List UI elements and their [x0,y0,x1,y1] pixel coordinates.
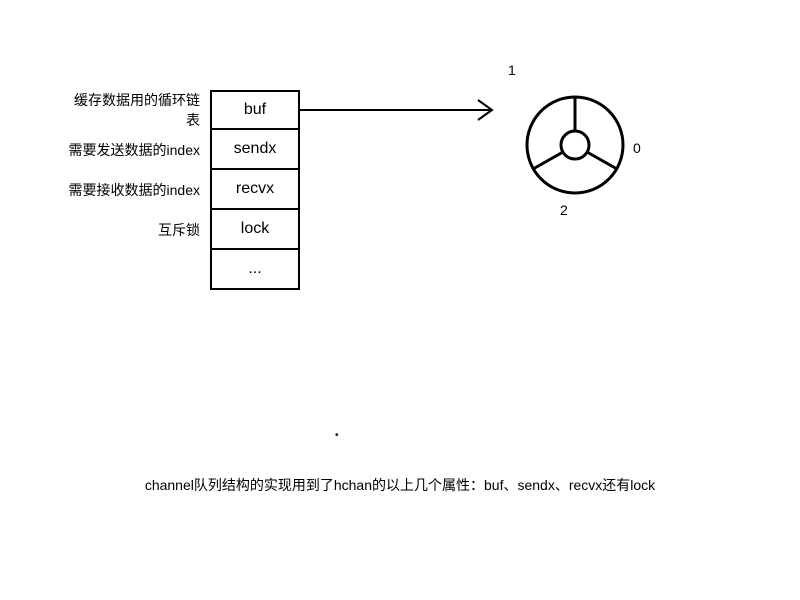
dot-mark: • [335,430,339,441]
struct-cell-etc: ... [210,250,300,290]
struct-row: 需要发送数据的index sendx [65,130,300,170]
ring-spoke [587,152,617,169]
struct-row: 互斥锁 lock [65,210,300,250]
struct-cell-buf: buf [210,90,300,130]
ring-label-2: 2 [560,202,568,218]
arrow-icon [300,90,510,130]
struct-row: ... [65,250,300,290]
struct-label: 需要发送数据的index [65,140,210,160]
struct-row: 缓存数据用的循环链表 buf [65,90,300,130]
ring-inner [561,131,589,159]
struct-cell-sendx: sendx [210,130,300,170]
ring-spoke [533,152,563,169]
struct-label: 互斥锁 [65,220,210,240]
struct-cell-lock: lock [210,210,300,250]
ring-label-1: 1 [508,62,516,78]
caption-text: channel队列结构的实现用到了hchan的以上几个属性：buf、sendx、… [0,475,800,495]
struct-label: 需要接收数据的index [65,180,210,200]
ring-label-0: 0 [633,140,641,156]
ring-buffer-icon [505,75,645,215]
struct-table: 缓存数据用的循环链表 buf 需要发送数据的index sendx 需要接收数据… [65,90,300,290]
struct-cell-recvx: recvx [210,170,300,210]
struct-label: 缓存数据用的循环链表 [65,90,210,130]
struct-row: 需要接收数据的index recvx [65,170,300,210]
